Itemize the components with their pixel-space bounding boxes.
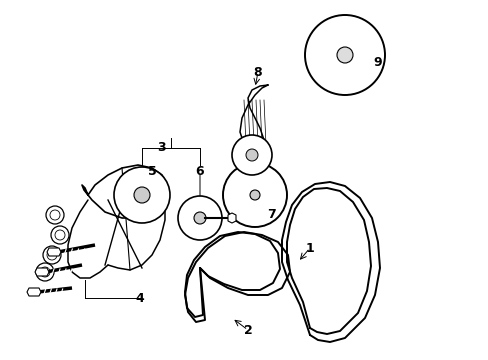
Circle shape <box>231 135 271 175</box>
Text: 1: 1 <box>305 242 314 255</box>
Text: 3: 3 <box>157 141 166 154</box>
Circle shape <box>336 47 352 63</box>
Circle shape <box>36 263 54 281</box>
Text: 7: 7 <box>267 208 276 221</box>
Text: 9: 9 <box>373 55 382 68</box>
Polygon shape <box>227 213 236 223</box>
Circle shape <box>223 163 286 227</box>
Text: 5: 5 <box>147 166 156 179</box>
Circle shape <box>245 149 258 161</box>
Polygon shape <box>27 288 41 296</box>
Text: 8: 8 <box>253 66 262 78</box>
Circle shape <box>194 212 205 224</box>
Circle shape <box>249 190 260 200</box>
Circle shape <box>43 246 61 264</box>
Circle shape <box>51 226 69 244</box>
Circle shape <box>305 15 384 95</box>
Circle shape <box>46 206 64 224</box>
Text: 2: 2 <box>243 324 252 337</box>
Text: 4: 4 <box>135 292 144 305</box>
Polygon shape <box>47 248 61 256</box>
Polygon shape <box>35 268 49 276</box>
Circle shape <box>114 167 170 223</box>
Circle shape <box>178 196 222 240</box>
Circle shape <box>134 187 150 203</box>
Text: 6: 6 <box>195 166 204 179</box>
